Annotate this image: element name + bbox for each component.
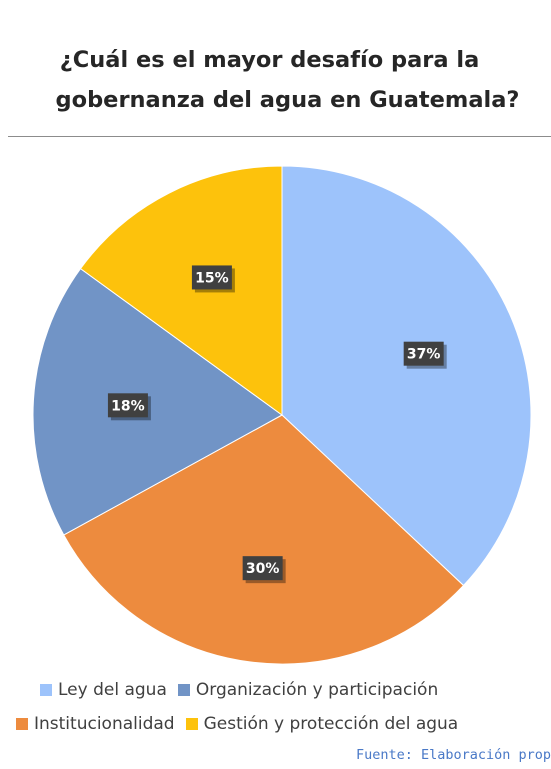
pie-slice-institucionalidad (63, 414, 465, 665)
legend-swatch-institucionalidad (16, 718, 28, 730)
legend-label: Organización y participación (195, 680, 439, 700)
pie-slice-ley-del-agua (281, 165, 532, 587)
legend-swatch-gestion (185, 718, 198, 730)
chart-title-line-2: gobernanza del agua en Guatemala? (55, 87, 520, 113)
legend-swatch-organizacion (177, 684, 190, 696)
data-label-text: 30% (246, 561, 280, 577)
legend-row-1: Ley del agua Organización y participació… (40, 677, 438, 703)
data-label-text: 15% (195, 270, 229, 286)
legend-row-2: Institucionalidad Gestión y protección d… (16, 711, 458, 737)
title-divider (8, 136, 551, 137)
legend-label: Gestión y protección del agua (203, 714, 459, 734)
legend-swatch-ley-del-agua (40, 684, 52, 696)
data-label-institucionalidad: 30% (242, 556, 286, 584)
data-label-text: 37% (407, 347, 441, 363)
legend-item-ley-del-agua: Ley del agua (40, 680, 167, 700)
data-label-text: 18% (111, 398, 145, 414)
source-note: Fuente: Elaboración propia (356, 747, 551, 763)
data-label-gestion-y-proteccion-del-agua: 15% (191, 265, 235, 293)
legend-label: Institucionalidad (34, 714, 175, 734)
legend-item-institucionalidad: Institucionalidad (16, 714, 175, 734)
data-label-organizacion-y-participacion: 18% (107, 393, 151, 421)
legend-item-gestion: Gestión y protección del agua (185, 714, 459, 734)
data-label-ley-del-agua: 37% (403, 341, 447, 369)
legend-item-organizacion: Organización y participación (177, 680, 439, 700)
pie-slice-organizacion-y-participacion (32, 267, 283, 536)
legend-label: Ley del agua (58, 680, 167, 700)
chart-title-line-1: ¿Cuál es el mayor desafío para la (59, 47, 480, 73)
pie-slice-gestion-y-proteccion-del-agua (79, 165, 283, 416)
